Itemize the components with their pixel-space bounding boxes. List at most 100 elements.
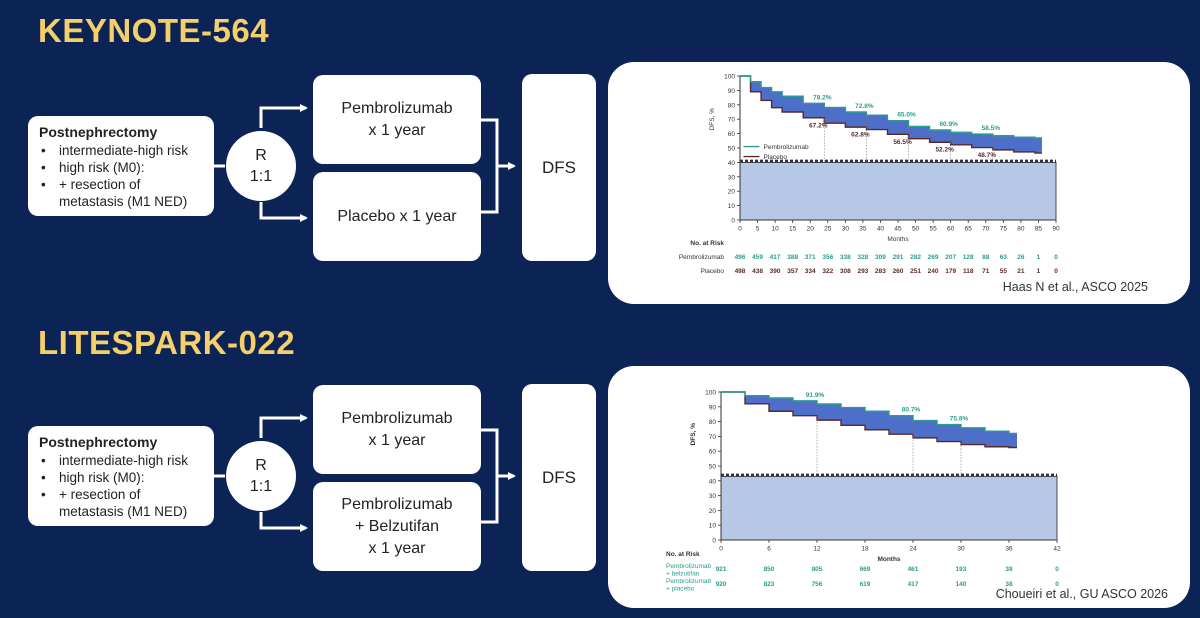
y-tick-label: 90 bbox=[709, 404, 717, 411]
criteria-item: high risk (M0): bbox=[39, 159, 204, 176]
control-landmark-label: 48.7% bbox=[978, 152, 997, 159]
treatment-landmark-label: 78.2% bbox=[813, 94, 832, 101]
population-title: Postnephrectomy bbox=[39, 434, 158, 450]
risk-count: 356 bbox=[822, 254, 833, 261]
randomization-label: R bbox=[255, 457, 267, 474]
x-axis-label: Months bbox=[887, 236, 909, 243]
population-criteria: intermediate-high risk high risk (M0): +… bbox=[39, 142, 204, 210]
risk-count: 417 bbox=[770, 254, 781, 261]
risk-count: 334 bbox=[805, 268, 816, 275]
risk-count: 619 bbox=[860, 581, 871, 588]
risk-count: 417 bbox=[908, 581, 919, 588]
risk-row-label: Pembrolizumab bbox=[666, 563, 712, 570]
population-box: Postnephrectomy intermediate-high risk h… bbox=[28, 116, 214, 216]
arm-label-line: x 1 year bbox=[368, 431, 426, 449]
risk-count: 26 bbox=[1017, 254, 1025, 261]
y-tick-label: 40 bbox=[728, 160, 736, 167]
arm-label-line: + Belzutifan bbox=[354, 517, 440, 535]
risk-count: 260 bbox=[893, 268, 904, 275]
risk-count: 291 bbox=[893, 254, 904, 261]
risk-count: 669 bbox=[860, 566, 871, 573]
x-tick-label: 42 bbox=[1053, 546, 1061, 553]
y-tick-label: 80 bbox=[728, 102, 736, 109]
risk-count: 328 bbox=[857, 254, 868, 261]
population-box: Postnephrectomy intermediate-high risk h… bbox=[28, 426, 214, 526]
y-tick-label: 100 bbox=[705, 390, 716, 397]
risk-count: 293 bbox=[857, 268, 868, 275]
risk-count: 269 bbox=[928, 254, 939, 261]
risk-count: 118 bbox=[963, 268, 974, 275]
x-tick-label: 65 bbox=[965, 226, 973, 233]
legend-label-treatment: Pembrolizumab bbox=[764, 144, 810, 151]
x-tick-label: 60 bbox=[947, 226, 955, 233]
risk-row-label: Placebo bbox=[701, 268, 725, 275]
risk-count: 357 bbox=[787, 268, 798, 275]
x-tick-label: 5 bbox=[756, 226, 760, 233]
randomization-ratio: 1:1 bbox=[249, 478, 273, 495]
risk-count: 1 bbox=[1037, 268, 1041, 275]
y-tick-label: 50 bbox=[728, 146, 736, 153]
control-landmark-label: 67.2% bbox=[809, 122, 828, 129]
risk-count: 338 bbox=[840, 254, 851, 261]
treatment-landmark-label: 91.9% bbox=[806, 392, 825, 399]
control-landmark-label: 52.2% bbox=[935, 147, 954, 154]
y-tick-label: 10 bbox=[728, 203, 736, 210]
x-tick-label: 36 bbox=[1005, 546, 1013, 553]
arm-label-line: Placebo x 1 year bbox=[337, 207, 457, 225]
control-landmark-label: 56.5% bbox=[893, 139, 912, 146]
x-tick-label: 24 bbox=[909, 546, 917, 553]
risk-count: 498 bbox=[735, 268, 746, 275]
control-survival-curve bbox=[721, 391, 1017, 449]
risk-count: 388 bbox=[787, 254, 798, 261]
arm-box-placebo: Placebo x 1 year bbox=[313, 172, 481, 261]
endpoint-box-dfs: DFS bbox=[522, 384, 596, 571]
risk-row-label: + belzutifan bbox=[666, 571, 700, 578]
risk-count: 850 bbox=[764, 566, 775, 573]
population-title: Postnephrectomy bbox=[39, 124, 158, 140]
km-panel-keynote: 0 10 20 30 40 50 60 70 80 90 100 0 5 10 15 20 25 30 35 40 45… bbox=[608, 62, 1190, 304]
treatment-landmark-label: 60.9% bbox=[939, 121, 958, 128]
population-criteria: intermediate-high risk high risk (M0): +… bbox=[39, 452, 204, 520]
y-tick-label: 20 bbox=[709, 508, 717, 515]
y-axis-label: DFS, % bbox=[709, 108, 716, 131]
lower-axis-region bbox=[739, 162, 1057, 221]
y-tick-label: 70 bbox=[728, 117, 736, 124]
risk-count: 38 bbox=[1005, 566, 1013, 573]
arm-box-pembrolizumab: Pembrolizumab x 1 year bbox=[313, 385, 481, 474]
arm-label-line: Pembrolizumab bbox=[341, 409, 453, 427]
risk-count: 308 bbox=[840, 268, 851, 275]
risk-count: 21 bbox=[1017, 268, 1025, 275]
risk-count: 0 bbox=[1055, 581, 1059, 588]
randomization-circle: R 1:1 bbox=[226, 131, 296, 201]
y-tick-label: 80 bbox=[709, 419, 717, 426]
lower-axis-region bbox=[720, 475, 1058, 541]
risk-count: 756 bbox=[812, 581, 823, 588]
risk-row-label: Pembrolizumab bbox=[679, 254, 725, 261]
legend-label-control: Placebo bbox=[764, 154, 788, 161]
risk-count: 921 bbox=[716, 566, 727, 573]
risk-count: 805 bbox=[812, 566, 823, 573]
x-tick-label: 6 bbox=[767, 546, 771, 553]
y-tick-label: 70 bbox=[709, 434, 717, 441]
treatment-landmark-label: 75.8% bbox=[950, 416, 969, 423]
endpoint-label: DFS bbox=[542, 157, 576, 177]
endpoint-box-dfs: DFS bbox=[522, 74, 596, 261]
citation-keynote: Haas N et al., ASCO 2025 bbox=[1002, 280, 1148, 294]
risk-count: 438 bbox=[752, 268, 763, 275]
x-tick-label: 40 bbox=[877, 226, 885, 233]
criteria-item: intermediate-high risk bbox=[39, 142, 204, 159]
x-tick-label: 20 bbox=[807, 226, 815, 233]
risk-count: 240 bbox=[928, 268, 939, 275]
criteria-item: intermediate-high risk bbox=[39, 452, 204, 469]
curve-gap-band bbox=[740, 76, 1042, 154]
risk-count: 179 bbox=[945, 268, 956, 275]
risk-count: 207 bbox=[945, 254, 956, 261]
y-tick-label: 0 bbox=[731, 218, 735, 225]
risk-count: 283 bbox=[875, 268, 886, 275]
x-tick-label: 90 bbox=[1052, 226, 1060, 233]
x-tick-label: 18 bbox=[861, 546, 869, 553]
risk-count: 38 bbox=[1005, 581, 1013, 588]
risk-count: 459 bbox=[752, 254, 763, 261]
y-tick-label: 0 bbox=[712, 538, 716, 545]
